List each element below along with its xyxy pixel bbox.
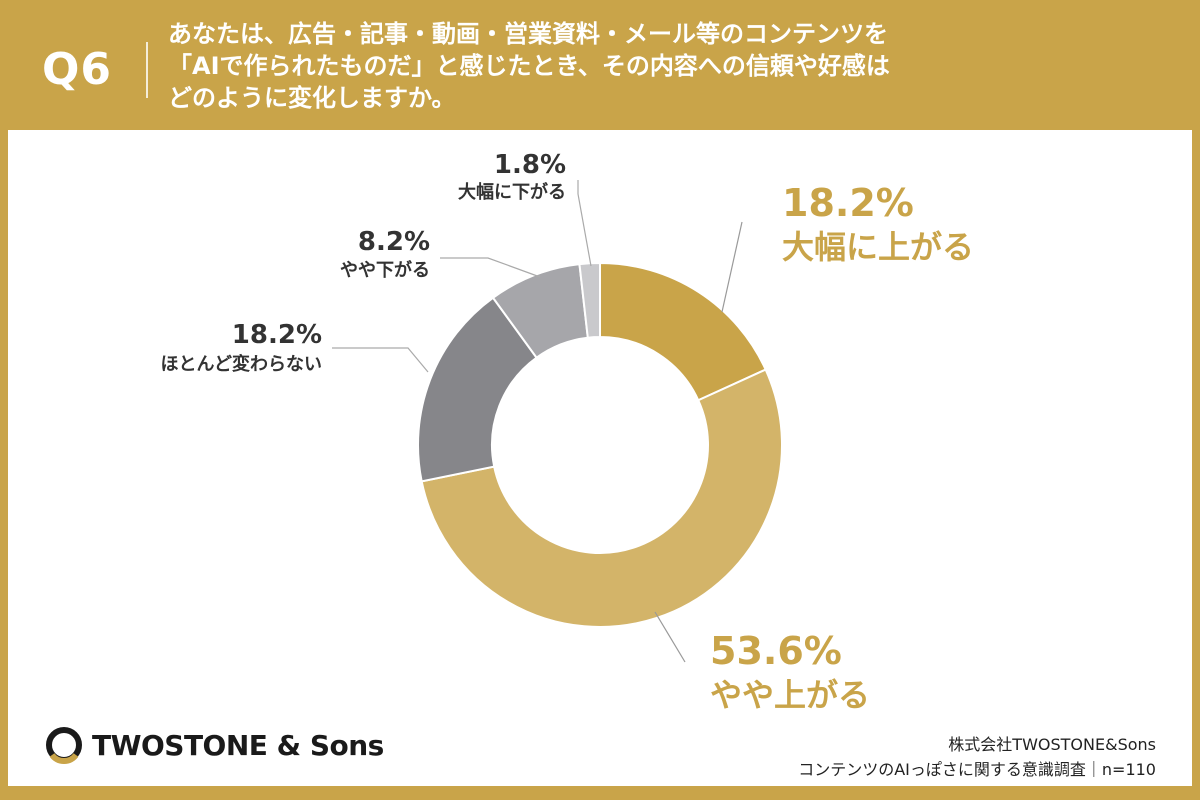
leader-line xyxy=(654,611,686,663)
slice-percent-label: 53.6% xyxy=(710,629,842,673)
chart-card xyxy=(8,130,1192,786)
leader-line xyxy=(332,347,429,373)
slice-percent-label: 8.2% xyxy=(358,227,430,257)
leader-line xyxy=(577,180,592,267)
question-line: あなたは、広告・記事・動画・営業資料・メール等のコンテンツを xyxy=(168,20,888,48)
question-number: Q6 xyxy=(42,44,113,95)
donut-slice-1 xyxy=(599,261,767,402)
slice-percent-label: 18.2% xyxy=(782,181,914,225)
slice-name-label: 大幅に上がる xyxy=(782,228,974,266)
slice-name-label: やや下がる xyxy=(340,259,430,281)
header-banner: Q6 あなたは、広告・記事・動画・営業資料・メール等のコンテンツを 「AIで作ら… xyxy=(0,0,1200,130)
question-line: どのように変化しますか。 xyxy=(168,84,456,112)
footer-company: 株式会社TWOSTONE&Sons xyxy=(948,735,1156,754)
slice-name-label: やや上がる xyxy=(710,676,870,714)
leader-line xyxy=(440,257,541,278)
ring-logo-icon xyxy=(46,727,82,764)
donut-slice-5 xyxy=(578,261,601,339)
slice-percent-label: 18.2% xyxy=(232,320,322,350)
donut-slice-2 xyxy=(420,368,783,628)
brand-logo: TWOSTONE & Sons xyxy=(44,725,384,765)
slice-percent-label: 1.8% xyxy=(494,150,566,180)
question-divider xyxy=(146,42,148,98)
footer-info: 株式会社TWOSTONE&Sons コンテンツのAIっぽさに関する意識調査｜n=… xyxy=(798,732,1156,782)
question-text: あなたは、広告・記事・動画・営業資料・メール等のコンテンツを 「AIで作られたも… xyxy=(168,18,1178,114)
slice-name-label: 大幅に下がる xyxy=(458,181,566,203)
brand-name: TWOSTONE & Sons xyxy=(92,728,384,762)
question-line: 「AIで作られたものだ」と感じたとき、その内容への信頼や好感は xyxy=(168,52,890,80)
footer-survey: コンテンツのAIっぽさに関する意識調査｜n=110 xyxy=(798,760,1156,779)
slice-name-label: ほとんど変わらない xyxy=(161,353,322,375)
leader-line xyxy=(721,221,743,313)
